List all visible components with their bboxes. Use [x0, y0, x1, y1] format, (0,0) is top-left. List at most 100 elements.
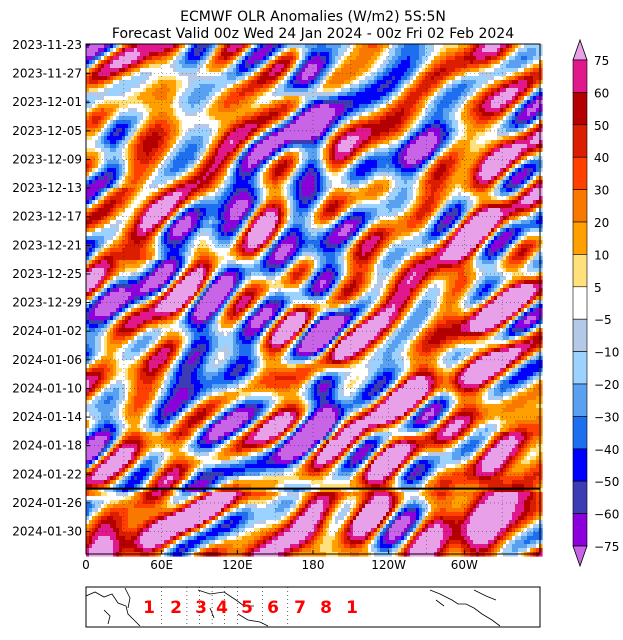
heatmap-cell [539, 52, 543, 57]
heatmap-cell [221, 48, 225, 53]
heatmap-cell [449, 44, 453, 49]
heatmap-cell [182, 60, 186, 65]
heatmap-cell [125, 56, 129, 61]
heatmap-cell [338, 72, 342, 77]
heatmap-cell [419, 72, 423, 77]
heatmap-cell [506, 44, 510, 49]
heatmap-cell [122, 68, 126, 73]
heatmap-cell [515, 44, 519, 49]
heatmap-cell [209, 68, 213, 73]
heatmap-cell [317, 64, 321, 69]
heatmap-cell [368, 48, 372, 53]
heatmap-cell [104, 52, 108, 57]
heatmap-cell [353, 72, 357, 77]
heatmap-cell [302, 68, 306, 73]
heatmap-cell [452, 68, 456, 73]
heatmap-cell [122, 56, 126, 61]
heatmap-cell [308, 64, 312, 69]
heatmap-cell [476, 68, 480, 73]
heatmap-cell [470, 64, 474, 69]
heatmap-cell [437, 52, 441, 57]
heatmap-cell [320, 56, 324, 61]
heatmap-cell [362, 44, 366, 49]
heatmap-cell [218, 52, 222, 57]
heatmap-cell [359, 60, 363, 65]
heatmap-cell [236, 72, 240, 77]
heatmap-cell [521, 56, 525, 61]
heatmap-cell [209, 64, 213, 69]
heatmap-cell [308, 56, 312, 61]
heatmap-cell [143, 72, 147, 77]
heatmap-cell [314, 72, 318, 77]
heatmap-cell [329, 44, 333, 49]
heatmap-cell [284, 44, 288, 49]
heatmap-cell [524, 52, 528, 57]
heatmap-cell [452, 72, 456, 77]
heatmap-cell [92, 44, 96, 49]
heatmap-cell [401, 68, 405, 73]
heatmap-cell [299, 72, 303, 77]
heatmap-cell [158, 44, 162, 49]
heatmap-cell [446, 64, 450, 69]
heatmap-cell [182, 64, 186, 69]
heatmap-cell [89, 72, 93, 77]
heatmap-cell [485, 44, 489, 49]
heatmap-cell [194, 64, 198, 69]
heatmap-cell [326, 68, 330, 73]
heatmap-cell [344, 52, 348, 57]
heatmap-cell [95, 48, 99, 53]
heatmap-cell [491, 48, 495, 53]
heatmap-cell [146, 60, 150, 65]
heatmap-cell [398, 52, 402, 57]
heatmap-cell [185, 52, 189, 57]
heatmap-cell [425, 44, 429, 49]
heatmap-cell [365, 48, 369, 53]
heatmap-cell [383, 44, 387, 49]
heatmap-cell [176, 72, 180, 77]
heatmap-cell [353, 64, 357, 69]
heatmap-cell [497, 52, 501, 57]
heatmap-cell [269, 68, 273, 73]
heatmap-cell [527, 68, 531, 73]
heatmap-cell [212, 56, 216, 61]
heatmap-cell [500, 56, 504, 61]
heatmap-cell [461, 72, 465, 77]
heatmap-cell [308, 60, 312, 65]
heatmap-cell [350, 60, 354, 65]
heatmap-cell [95, 52, 99, 57]
heatmap-cell [395, 64, 399, 69]
heatmap-cell [422, 72, 426, 77]
heatmap-cell [404, 64, 408, 69]
heatmap-cell [287, 56, 291, 61]
heatmap-cell [113, 44, 117, 49]
heatmap-cell [179, 48, 183, 53]
heatmap-cell [206, 56, 210, 61]
heatmap-cell [185, 72, 189, 77]
heatmap-cell [344, 56, 348, 61]
heatmap-cell [419, 56, 423, 61]
heatmap-cell [509, 56, 513, 61]
heatmap-cell [488, 44, 492, 49]
heatmap-cell [218, 76, 222, 81]
heatmap-cell [353, 68, 357, 73]
heatmap-cell [239, 56, 243, 61]
heatmap-cell [182, 68, 186, 73]
heatmap-cell [110, 56, 114, 61]
heatmap-cell [425, 56, 429, 61]
heatmap-cell [164, 44, 168, 49]
heatmap-cell [260, 60, 264, 65]
heatmap-cell [197, 48, 201, 53]
heatmap-cell [257, 52, 261, 57]
heatmap-cell [140, 56, 144, 61]
heatmap-cell [506, 52, 510, 57]
heatmap-cell [323, 56, 327, 61]
heatmap-cell [335, 60, 339, 65]
heatmap-cell [209, 56, 213, 61]
heatmap-cell [437, 44, 441, 49]
heatmap-cell [311, 56, 315, 61]
heatmap-cell [434, 68, 438, 73]
heatmap-cell [299, 64, 303, 69]
heatmap-cell [167, 72, 171, 77]
heatmap-cell [356, 44, 360, 49]
heatmap-cell [125, 48, 129, 53]
